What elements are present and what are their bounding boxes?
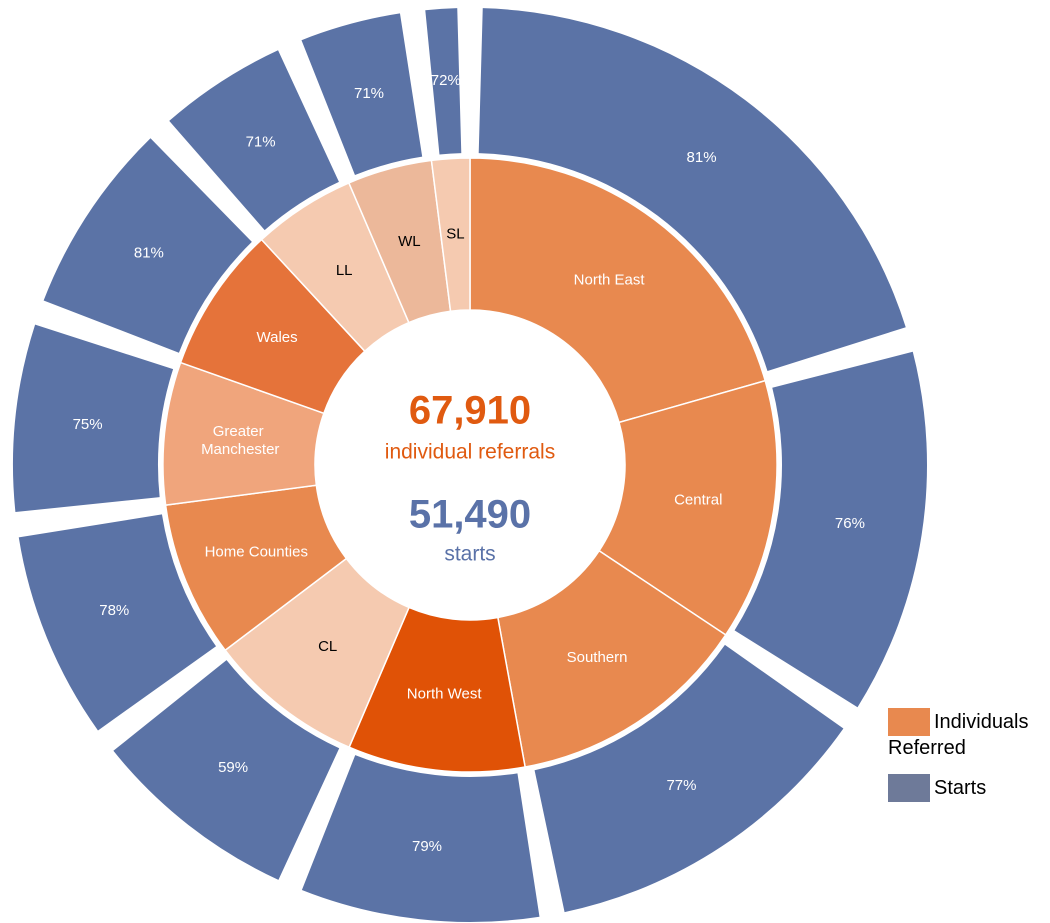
outer-label: 76% [835, 515, 865, 532]
outer-segment [301, 755, 540, 923]
segment-label: Southern [567, 649, 628, 666]
legend-item: Starts [888, 774, 1050, 802]
inner-segment [469, 157, 767, 424]
center-number: 67,910 [409, 389, 531, 433]
outer-segment [43, 138, 252, 353]
segment-label: Central [674, 491, 722, 508]
segment-label: WL [398, 233, 421, 250]
outer-segment [478, 8, 906, 371]
center-caption: individual referrals [385, 441, 555, 464]
inner-segment [430, 157, 471, 313]
segment-label: North West [407, 686, 483, 703]
center-number: 51,490 [409, 493, 531, 537]
outer-segment [734, 351, 927, 708]
segment-label: Wales [257, 329, 298, 346]
outer-label: 72% [431, 72, 461, 89]
segment-label: North East [574, 272, 646, 289]
segment-label: CL [318, 638, 337, 655]
outer-label: 71% [246, 133, 276, 150]
legend-label: Individuals Referred [888, 711, 1029, 759]
outer-label: 79% [412, 838, 442, 855]
outer-segment [169, 50, 339, 231]
legend-label: Starts [934, 777, 987, 799]
outer-label: 77% [666, 777, 696, 794]
outer-label: 78% [99, 602, 129, 619]
center [316, 311, 624, 619]
label-line: Greater [213, 423, 268, 440]
segment-label: LL [336, 262, 353, 279]
legend-swatch [888, 708, 930, 736]
segment-label: Home Counties [205, 544, 308, 561]
inner-segment [598, 379, 778, 636]
legend-item: Individuals Referred [888, 708, 1050, 760]
legend: Individuals Referred Starts [888, 708, 1050, 816]
outer-label: 81% [687, 149, 717, 166]
outer-segment [425, 8, 462, 155]
segment-label: Greater Manchester [201, 423, 279, 458]
label-line: Manchester [201, 441, 279, 458]
outer-label: 59% [218, 759, 248, 776]
outer-label: 81% [134, 244, 164, 261]
segment-label: SL [446, 225, 464, 242]
outer-segment [301, 13, 423, 175]
outer-segment [18, 514, 217, 731]
outer-label: 75% [73, 416, 103, 433]
legend-swatch [888, 774, 930, 802]
outer-segment [113, 660, 340, 880]
outer-segment [534, 644, 844, 913]
outer-segment [13, 324, 174, 513]
outer-label: 71% [354, 85, 384, 102]
center-caption: starts [444, 543, 495, 566]
